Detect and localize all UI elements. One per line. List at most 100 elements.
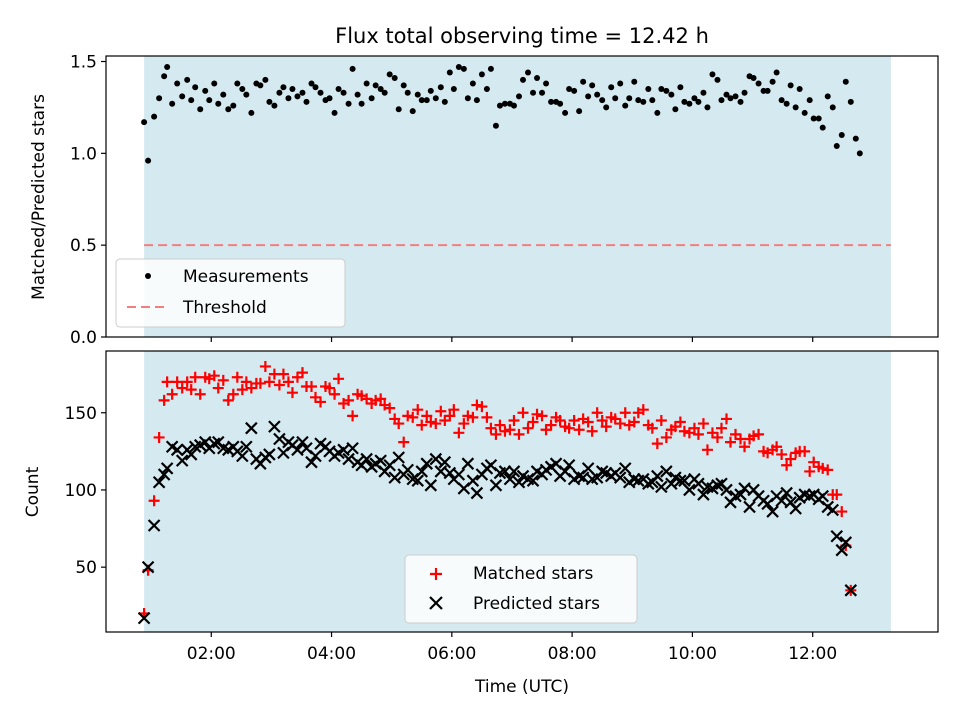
- matched-star-marker: [462, 410, 474, 422]
- measurement-point: [562, 109, 569, 116]
- measurement-point: [317, 89, 324, 96]
- matched-star-marker: [227, 388, 239, 400]
- measurement-point: [271, 102, 278, 109]
- bottom-legend: Matched stars Predicted stars: [404, 554, 638, 624]
- measurement-point: [386, 71, 393, 78]
- matched-star-marker: [536, 410, 548, 422]
- matched-star-marker: [660, 431, 672, 443]
- measurement-point: [285, 95, 292, 102]
- measurement-point: [262, 76, 269, 83]
- matched-star-marker: [831, 489, 843, 501]
- measurement-point: [847, 98, 854, 105]
- predicted-star-marker: [512, 475, 526, 489]
- measurement-point: [810, 115, 817, 122]
- measurement-point: [723, 91, 730, 98]
- x-tick-label: 06:00: [427, 644, 476, 664]
- measurement-point: [819, 124, 826, 131]
- matched-star-marker: [527, 416, 539, 428]
- measurement-point: [727, 95, 734, 102]
- predicted-star-marker: [137, 611, 151, 625]
- matched-star-marker: [504, 424, 516, 436]
- predicted-star-marker: [388, 471, 401, 484]
- measurement-point: [612, 95, 619, 102]
- predicted-star-marker: [236, 449, 249, 463]
- measurement-point: [492, 122, 499, 129]
- measurement-point: [289, 86, 296, 93]
- matched-star-marker: [407, 411, 419, 423]
- predicted-star-marker: [839, 536, 853, 549]
- measurement-point: [520, 76, 527, 83]
- predicted-star-marker: [466, 474, 480, 487]
- matched-star-marker: [158, 394, 170, 406]
- measurement-point: [483, 86, 490, 93]
- matched-star-marker: [370, 394, 382, 406]
- matched-star-marker: [701, 444, 713, 456]
- matched-star-marker: [573, 424, 585, 436]
- measurement-point: [437, 84, 444, 91]
- measurement-point: [515, 93, 522, 100]
- measurement-point: [294, 93, 301, 100]
- legend-predicted-marker: [429, 596, 443, 610]
- predicted-star-marker: [268, 420, 281, 433]
- measurement-point: [580, 78, 587, 85]
- matched-star-marker: [753, 428, 765, 440]
- predicted-star-marker: [692, 477, 705, 491]
- matched-star-marker: [678, 425, 690, 437]
- predicted-star-marker: [263, 448, 276, 461]
- matched-star-marker: [421, 410, 433, 422]
- matched-star-marker: [448, 404, 460, 416]
- matched-star-marker: [655, 414, 667, 426]
- legend-measurements-label: Measurements: [183, 267, 309, 287]
- matched-star-marker: [425, 416, 437, 428]
- matched-star-marker: [194, 388, 206, 400]
- matched-star-marker: [711, 431, 723, 443]
- measurement-point: [672, 106, 679, 113]
- predicted-star-marker: [766, 505, 779, 518]
- measurement-point: [737, 98, 744, 105]
- y-tick-label: 100: [65, 481, 97, 501]
- predicted-star-marker: [830, 529, 844, 543]
- matched-star-marker: [471, 399, 483, 411]
- matched-star-marker: [785, 453, 797, 465]
- measurement-point: [312, 84, 319, 91]
- measurement-point: [773, 69, 780, 76]
- predicted-star-marker: [720, 483, 733, 497]
- measurement-point: [709, 71, 716, 78]
- predicted-star-marker: [613, 471, 627, 484]
- top-legend-box: [115, 258, 346, 328]
- predicted-star-marker: [835, 543, 849, 557]
- matched-stars-points: [138, 360, 857, 619]
- predicted-star-marker: [296, 435, 309, 449]
- predicted-star-marker: [170, 443, 184, 457]
- measurement-point: [824, 93, 831, 100]
- measurement-point: [188, 97, 195, 104]
- predicted-star-marker: [470, 486, 484, 500]
- matched-star-marker: [236, 384, 248, 396]
- predicted-star-marker: [342, 452, 355, 466]
- top-y-ticks: 0.0 0.5 1.0 1.5: [70, 53, 106, 348]
- measurement-point: [363, 80, 370, 87]
- measurement-point: [557, 100, 564, 107]
- x-tick-label: 12:00: [788, 644, 837, 664]
- matched-star-marker: [435, 405, 447, 417]
- measurement-point: [395, 106, 402, 113]
- matched-star-marker: [494, 419, 506, 431]
- matched-star-marker: [781, 459, 793, 471]
- predicted-star-marker: [401, 463, 415, 477]
- y-tick-label: 0.0: [70, 328, 97, 348]
- matched-star-marker: [481, 411, 493, 423]
- predicted-star-marker: [498, 465, 512, 478]
- measurement-point: [589, 82, 596, 89]
- measurement-point: [487, 65, 494, 72]
- predicted-star-marker: [157, 468, 171, 481]
- y-tick-label: 0.5: [70, 236, 97, 256]
- legend-matched-marker: [430, 568, 442, 580]
- matched-star-marker: [208, 370, 220, 382]
- matched-star-marker: [453, 427, 465, 439]
- measurement-point: [372, 82, 379, 89]
- matched-star-marker: [836, 506, 848, 518]
- matched-star-marker: [254, 377, 266, 389]
- measurement-point: [654, 109, 661, 116]
- predicted-star-marker: [392, 451, 405, 464]
- measurement-point: [686, 100, 693, 107]
